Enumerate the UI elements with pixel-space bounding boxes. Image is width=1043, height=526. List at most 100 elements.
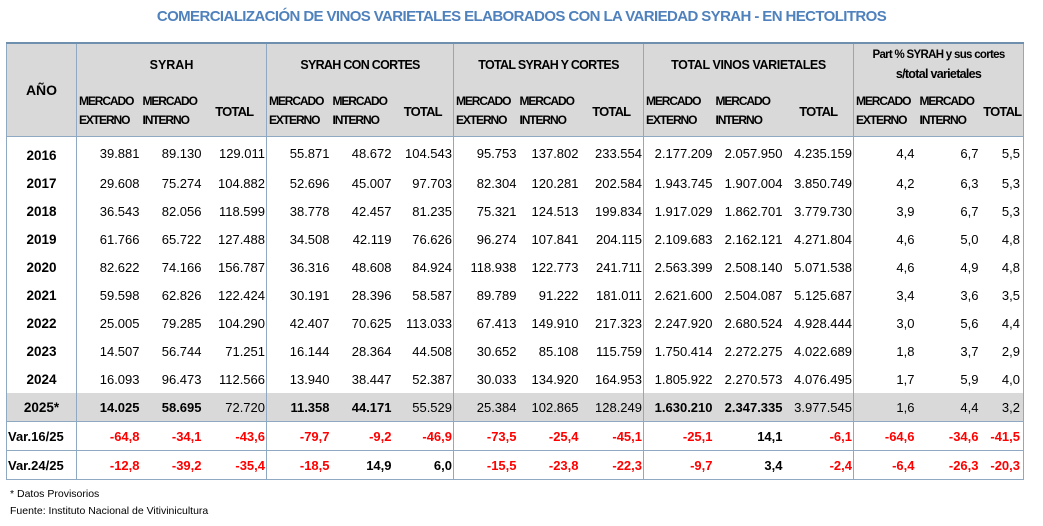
subheader-line-1: MERCADO [456,94,511,108]
table-cell: 56.744 [161,343,202,359]
header-group-syrah: SYRAH [76,42,267,86]
table-cell: 82.622 [76,253,141,281]
table-cell: 4,6 [853,225,918,253]
row-year: 2017 [6,169,77,197]
table-cell: 3,0 [853,309,918,337]
table-row: 2017 29.608 75.274 104.882 52.696 45.007 97.70… [6,169,1024,197]
table-cell: 38.447 [351,371,392,387]
subheader-mercado-interno: MERCADO INTERNO [330,86,393,137]
subheader-line-2: INTERNO [332,113,380,127]
table-cell: 241.711 [579,253,644,281]
table-row: 2024 16.093 96.473 112.566 13.940 38.447 52.38… [6,365,1024,393]
variation-cell: -79,7 [266,421,331,451]
row-year: 2024 [6,365,77,393]
subheader-line-1: MERCADO [79,94,134,108]
table-cell: 4,4 [853,136,918,169]
subheader-line-2: INTERNO [142,113,190,127]
table-cell: 97.703 [392,169,454,197]
subheader-mercado-interno: MERCADO INTERNO [517,86,580,137]
table-cell: 55.529 [392,393,454,422]
table-cell: 217.323 [579,309,644,337]
table-cell: 137.802 [531,145,579,161]
data-table: AÑO SYRAH SYRAH CON CORTES TOTAL SYRAH Y… [6,42,1024,480]
variation-cell: -34,1 [140,421,203,451]
table-cell: 122.773 [531,259,579,275]
table-cell: 4,0 [981,365,1024,393]
table-row: 2016 39.881 89.130 129.011 55.871 48.672 104.5… [6,136,1024,169]
subheader-line-1: MERCADO [332,94,388,108]
variation-cell: -43,6 [202,421,267,451]
table-cell: 28.364 [351,343,392,359]
table-cell: 1.907.004 [724,175,783,191]
table-cell: 5,3 [981,197,1024,225]
table-cell: 59.598 [76,281,141,309]
table-row: 2022 25.005 79.285 104.290 42.407 70.625 113.0… [6,309,1024,337]
header-year: AÑO [6,42,77,137]
table-cell: 65.722 [161,231,202,247]
table-cell: 2.109.683 [643,225,714,253]
variation-cell: -6,1 [783,421,854,451]
table-cell: 5.071.538 [783,253,854,281]
table-cell: 44.508 [392,337,454,365]
table-cell: 16.144 [266,337,331,365]
variation-cell: -6,4 [853,450,918,480]
table-cell: 3,7 [960,343,979,359]
table-row: 2019 61.766 65.722 127.488 34.508 42.119 76.62… [6,225,1024,253]
subheader-line-2: EXTERNO [646,113,697,127]
table-cell: 202.584 [579,169,644,197]
table-cell: 164.953 [579,365,644,393]
table-cell: 52.696 [266,169,331,197]
header-group-total-varietales: TOTAL VINOS VARIETALES [643,42,854,86]
row-year: 2016 [6,136,77,169]
table-cell: 6,3 [960,175,979,191]
table-cell: 112.566 [202,365,267,393]
table-cell: 3,6 [960,287,979,303]
table-cell: 4,4 [981,309,1024,337]
table-header: AÑO SYRAH SYRAH CON CORTES TOTAL SYRAH Y… [6,42,1024,137]
table-cell: 11.358 [266,393,331,422]
table-cell: 5,3 [981,169,1024,197]
table-cell: 3,5 [981,281,1024,309]
variation-cell: 3,4 [713,450,784,480]
table-cell: 128.249 [579,393,644,422]
subheader-line-1: MERCADO [142,94,198,108]
table-cell: 89.130 [161,145,202,161]
table-cell: 1.917.029 [643,197,714,225]
table-cell: 102.865 [517,393,580,422]
table-cell: 4,2 [853,169,918,197]
variation-cell: -39,2 [140,450,203,480]
table-cell: 124.513 [531,203,579,219]
variation-cell: -9,2 [330,421,393,451]
table-cell: 95.753 [453,136,518,169]
table-cell: 30.191 [266,281,331,309]
variation-label: Var.24/25 [6,450,77,480]
table-cell: 2.347.335 [713,393,784,422]
subheader-line-2: INTERNO [919,113,967,127]
table-row: 2020 82.622 74.166 156.787 36.316 48.608 84.92… [6,253,1024,281]
variation-cell: -64,8 [76,421,141,451]
variation-cell: -9,7 [643,450,714,480]
subheader-line-2: INTERNO [519,113,567,127]
subheader-total: TOTAL [392,86,454,137]
table-cell: 76.626 [392,225,454,253]
table-cell: 14.507 [76,337,141,365]
table-cell: 36.316 [266,253,331,281]
data-table-wrapper: AÑO SYRAH SYRAH CON CORTES TOTAL SYRAH Y… [6,42,1024,480]
table-cell: 13.940 [266,365,331,393]
subheader-mercado-externo: MERCADO EXTERNO [266,86,331,137]
table-cell: 58.695 [140,393,203,422]
subheader-row: MERCADO EXTERNO MERCADO INTERNO TOTAL MERCADO… [6,86,1024,137]
table-cell: 5.125.687 [783,281,854,309]
table-cell: 5,6 [960,315,979,331]
table-cell: 30.033 [453,365,518,393]
table-cell: 1.630.210 [643,393,714,422]
variation-cell: -23,8 [517,450,580,480]
table-cell: 1.943.745 [643,169,714,197]
table-cell: 104.290 [202,309,267,337]
variation-cell: -41,5 [981,421,1024,451]
table-cell: 4,6 [853,253,918,281]
table-cell: 4,4 [917,393,982,422]
table-cell: 52.387 [392,365,454,393]
table-cell: 2,9 [981,337,1024,365]
table-cell: 3.779.730 [783,197,854,225]
